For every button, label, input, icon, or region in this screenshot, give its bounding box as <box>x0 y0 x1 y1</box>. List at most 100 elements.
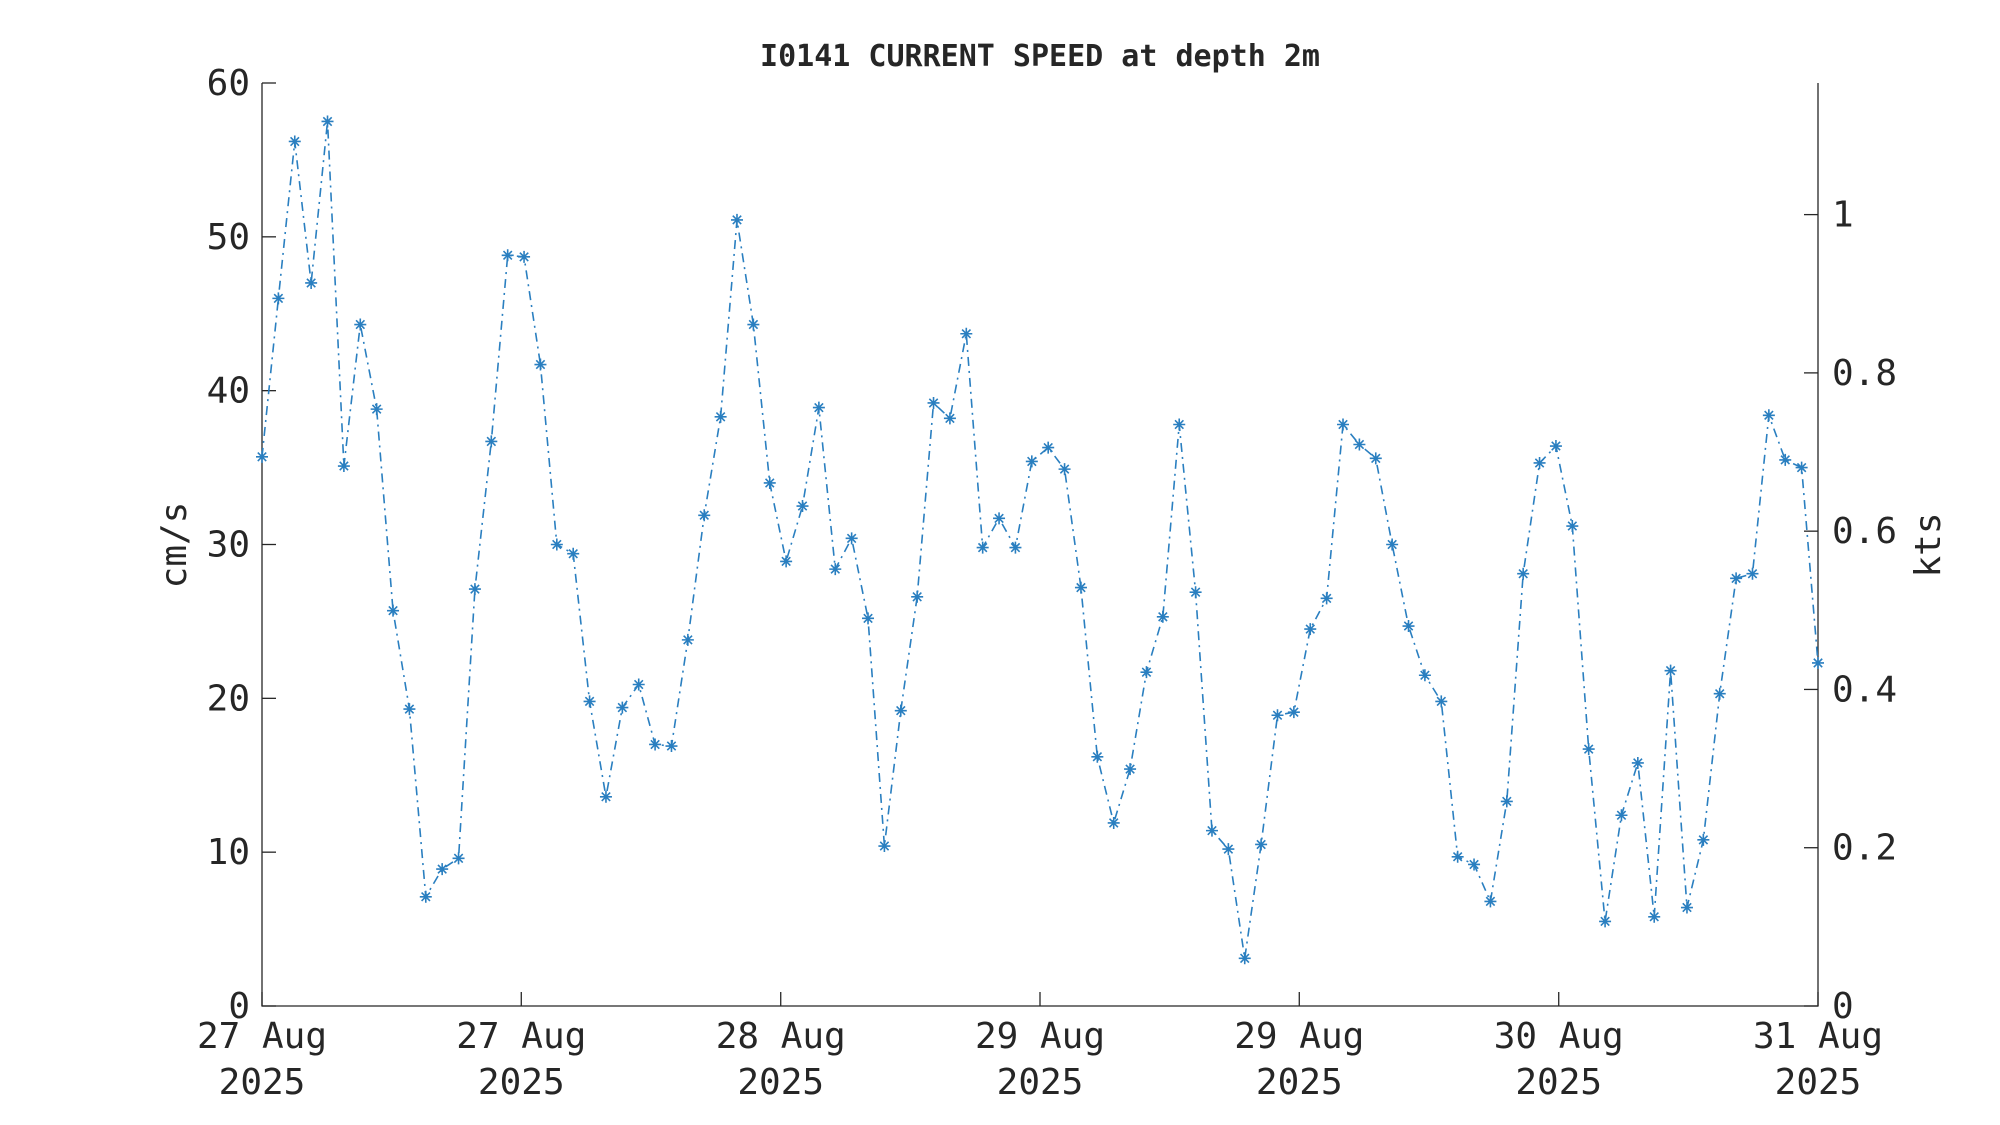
y2-tick-label: 0.4 <box>1832 669 1897 710</box>
data-marker <box>256 450 268 463</box>
data-marker <box>780 555 793 568</box>
data-marker <box>1664 664 1677 677</box>
data-marker <box>1320 592 1333 605</box>
data-marker <box>501 249 514 262</box>
data-marker <box>681 633 694 646</box>
data-marker <box>1500 795 1513 808</box>
data-marker <box>796 500 809 513</box>
data-marker <box>1484 895 1497 908</box>
data-marker <box>993 512 1006 525</box>
x-tick-label: 30 Aug 2025 <box>1494 1016 1624 1103</box>
x-tick-label: 29 Aug 2025 <box>1234 1016 1364 1103</box>
data-marker <box>1124 763 1137 776</box>
data-marker <box>1091 750 1104 763</box>
data-marker <box>1435 695 1448 708</box>
data-marker <box>1074 581 1087 594</box>
y-tick-label: 10 <box>207 832 250 873</box>
data-marker <box>976 541 989 554</box>
data-marker <box>599 790 612 803</box>
y-tick-label: 0 <box>228 986 250 1027</box>
data-marker <box>1533 456 1546 469</box>
data-marker <box>1173 418 1186 431</box>
data-marker <box>468 583 481 596</box>
data-marker <box>354 318 367 331</box>
data-marker <box>1304 623 1317 636</box>
data-marker <box>894 704 907 717</box>
x-tick-label: 29 Aug 2025 <box>975 1016 1105 1103</box>
data-marker <box>452 852 465 865</box>
data-marker <box>1025 455 1038 468</box>
data-marker <box>862 612 875 625</box>
data-marker <box>288 135 301 148</box>
data-marker <box>1713 687 1726 700</box>
data-marker <box>1582 743 1595 756</box>
data-marker <box>1762 409 1775 422</box>
data-marker <box>321 115 334 128</box>
axis-frame <box>261 83 1819 1007</box>
data-marker <box>1631 756 1644 769</box>
data-marker <box>272 292 285 305</box>
data-marker <box>1009 541 1022 554</box>
data-marker <box>911 590 924 603</box>
data-marker <box>1369 452 1382 465</box>
data-marker <box>1042 441 1055 454</box>
data-line <box>261 121 1819 959</box>
data-marker <box>649 738 662 751</box>
data-marker <box>1779 453 1792 466</box>
x-tick-label: 27 Aug 2025 <box>456 1016 586 1103</box>
data-marker <box>1418 669 1431 682</box>
data-marker <box>632 678 645 691</box>
data-marker <box>436 863 449 876</box>
data-marker <box>337 460 350 473</box>
data-marker <box>960 327 973 340</box>
chart-title: I0141 CURRENT SPEED at depth 2m <box>760 39 1320 74</box>
data-marker <box>1615 809 1628 822</box>
data-marker <box>616 701 629 714</box>
y-tick-label: 30 <box>207 525 250 566</box>
data-marker <box>1386 538 1399 551</box>
data-marker <box>1812 656 1824 669</box>
data-marker <box>927 396 940 409</box>
data-marker <box>567 547 580 560</box>
data-marker <box>1648 910 1661 923</box>
y2-axis-label: kts <box>1908 512 1949 577</box>
data-marker <box>1140 666 1153 679</box>
data-marker <box>1697 833 1710 846</box>
data-marker <box>1337 418 1350 431</box>
y-tick-label: 40 <box>207 371 250 412</box>
data-marker <box>829 563 842 576</box>
data-marker <box>518 250 531 263</box>
y-tick-label: 60 <box>207 63 250 104</box>
data-marker <box>665 740 678 753</box>
data-marker <box>1730 572 1743 585</box>
data-marker <box>1402 620 1415 633</box>
data-marker <box>305 276 318 289</box>
data-marker <box>370 403 383 416</box>
data-marker <box>583 695 596 708</box>
data-marker <box>1599 915 1612 928</box>
data-marker <box>1222 843 1235 856</box>
data-marker <box>1287 706 1300 719</box>
data-marker <box>763 476 776 489</box>
data-marker <box>714 410 727 423</box>
data-marker <box>1353 438 1366 451</box>
data-marker <box>1451 850 1464 863</box>
data-marker <box>550 538 563 551</box>
data-marker <box>730 213 743 226</box>
data-marker <box>485 435 498 448</box>
data-marker <box>1205 824 1218 837</box>
data-marker <box>1255 838 1268 851</box>
data-marker <box>1107 816 1120 829</box>
y2-tick-label: 0.6 <box>1832 511 1897 552</box>
data-marker <box>1058 463 1071 476</box>
y2-tick-label: 1 <box>1832 195 1854 236</box>
data-marker <box>878 840 891 853</box>
data-marker <box>419 890 432 903</box>
data-marker <box>1517 567 1530 580</box>
data-marker <box>1156 610 1169 623</box>
data-marker <box>387 604 400 617</box>
data-marker <box>534 358 547 371</box>
data-marker <box>1189 586 1202 599</box>
x-tick-label: 27 Aug 2025 <box>197 1016 327 1103</box>
